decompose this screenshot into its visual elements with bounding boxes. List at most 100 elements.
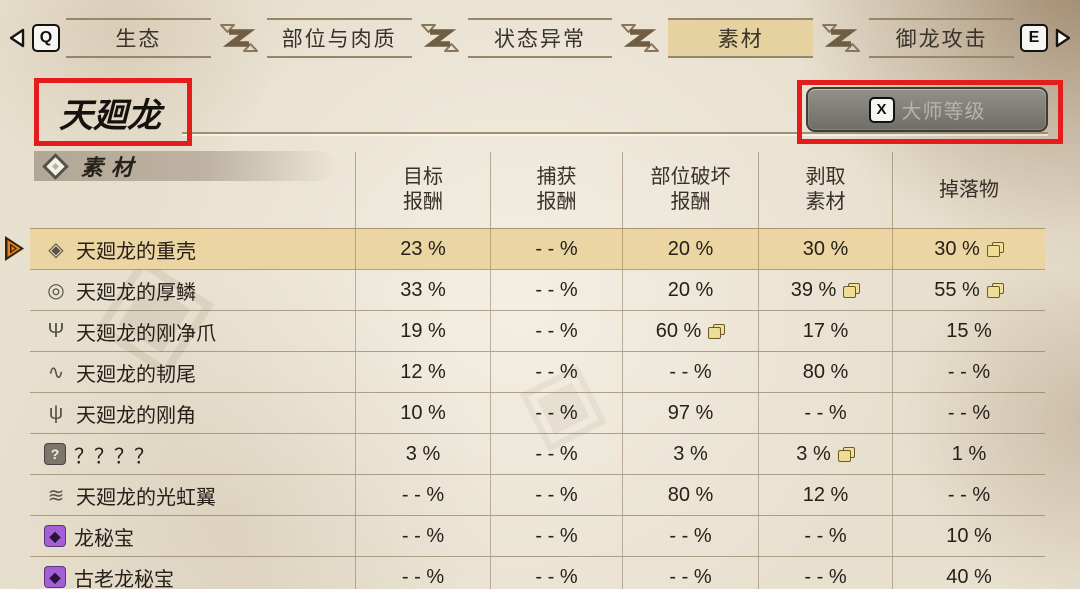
percent-cell: 80 % <box>758 352 892 392</box>
percent-cell: - - % <box>490 311 622 351</box>
percent-value: 97 % <box>667 401 714 424</box>
master-rank-button[interactable]: X 大师等级 <box>806 87 1048 132</box>
percent-cell: 30 % <box>892 229 1045 269</box>
percent-value: - - % <box>535 401 578 424</box>
percent-value: 40 % <box>946 565 992 588</box>
percent-cell: - - % <box>355 516 490 556</box>
carapace-icon: ◈ <box>48 238 64 261</box>
tab-1[interactable]: 部位与肉质 <box>266 18 412 58</box>
material-name: 天廻龙的重壳 <box>76 240 196 263</box>
percent-value: - - % <box>401 524 445 547</box>
percent-value: 3 % <box>673 442 708 465</box>
percent-value: 30 % <box>802 237 849 260</box>
table-row[interactable]: Ψ 天廻龙的刚净爪 19 % - - % 60 % 17 % 15 % <box>30 310 1045 351</box>
multi-quantity-icon <box>986 241 1004 257</box>
percent-cell: - - % <box>355 475 490 515</box>
percent-value: 17 % <box>802 319 849 342</box>
materials-section-label: 素材 <box>81 155 142 181</box>
material-name: ？？？？ <box>74 445 154 468</box>
percent-cell: 39 % <box>758 270 892 310</box>
scale-icon: ◎ <box>47 279 65 302</box>
percent-cell: 10 % <box>355 393 490 433</box>
percent-value: - - % <box>535 442 578 465</box>
tab-4[interactable]: 御龙攻击 <box>869 18 1014 58</box>
multi-quantity-icon <box>837 446 855 462</box>
percent-value: - - % <box>947 360 991 383</box>
percent-value: 23 % <box>400 237 446 260</box>
percent-cell: 55 % <box>892 270 1045 310</box>
table-row[interactable]: ◎ 天廻龙的厚鳞 33 % - - % 20 % 39 % 55 % <box>30 269 1045 310</box>
tab-0[interactable]: 生态 <box>66 18 211 58</box>
tab-separator-icon <box>211 18 267 58</box>
percent-cell: 60 % <box>622 311 758 351</box>
percent-cell: 40 % <box>892 557 1045 589</box>
title-divider <box>182 132 1048 134</box>
column-header-2: 部位破坏 报酬 <box>622 152 758 228</box>
percent-value: - - % <box>401 565 445 588</box>
table-row[interactable]: ◆ 古老龙秘宝 - - % - - % - - % - - % 40 % <box>30 556 1045 589</box>
material-name-cell: ◆ 龙秘宝 <box>30 516 355 556</box>
percent-value: 80 % <box>667 483 714 506</box>
claw-icon: Ψ <box>47 319 65 342</box>
percent-cell: 3 % <box>622 434 758 474</box>
materials-section-banner: 素材 <box>34 151 346 181</box>
tail-icon: ∿ <box>47 361 65 384</box>
percent-cell: - - % <box>490 352 622 392</box>
master-rank-label: 大师等级 <box>901 101 986 123</box>
mystery-icon: ? <box>44 443 66 465</box>
material-name: 天廻龙的韧尾 <box>76 363 196 386</box>
percent-value: 60 % <box>655 319 702 342</box>
key-badge-x: X <box>868 96 895 123</box>
table-row[interactable]: ◈ 天廻龙的重壳 23 % - - % 20 % 30 % 30 % <box>30 228 1045 269</box>
percent-value: 10 % <box>400 401 446 424</box>
material-name: 古老龙秘宝 <box>74 568 174 589</box>
prev-tab-control[interactable]: Q <box>0 24 66 52</box>
material-name: 天廻龙的刚角 <box>76 404 196 427</box>
material-name-cell: ◈ 天廻龙的重壳 <box>30 229 355 269</box>
tab-2[interactable]: 状态异常 <box>467 18 613 58</box>
percent-value: 12 % <box>802 483 849 506</box>
percent-cell: - - % <box>892 475 1045 515</box>
percent-value: 12 % <box>400 360 446 383</box>
percent-value: - - % <box>401 483 445 506</box>
percent-value: 1 % <box>951 442 987 465</box>
material-name: 天廻龙的刚净爪 <box>76 322 216 345</box>
table-row[interactable]: ∿ 天廻龙的韧尾 12 % - - % - - % 80 % - - % <box>30 351 1045 392</box>
treasure-icon: ◆ <box>44 566 66 588</box>
multi-quantity-icon <box>708 323 726 339</box>
next-tab-control[interactable]: E <box>1014 24 1080 52</box>
tab-3[interactable]: 素材 <box>668 18 814 58</box>
percent-value: - - % <box>947 401 991 424</box>
tab-separator-icon <box>612 18 668 58</box>
material-name: 天廻龙的光虹翼 <box>76 486 216 509</box>
right-arrow-icon <box>1052 27 1074 49</box>
table-row[interactable]: ψ 天廻龙的刚角 10 % - - % 97 % - - % - - % <box>30 392 1045 433</box>
selection-cursor-icon <box>3 235 26 262</box>
percent-value: 20 % <box>667 278 714 301</box>
percent-value: 55 % <box>934 278 980 301</box>
percent-value: - - % <box>804 524 847 547</box>
percent-value: 3 % <box>796 442 831 465</box>
percent-cell: 3 % <box>758 434 892 474</box>
percent-value: 20 % <box>667 237 714 260</box>
column-header-material <box>30 152 355 228</box>
tab-strip: 生态 部位与肉质 状态异常 素材 御龙攻击 <box>66 18 1014 58</box>
table-row[interactable]: ◆ 龙秘宝 - - % - - % - - % - - % 10 % <box>30 515 1045 556</box>
table-header-row: 目标 报酬 捕获 报酬 部位破坏 报酬 剥取 素材 掉落物 <box>30 152 1045 228</box>
percent-cell: - - % <box>758 557 892 589</box>
percent-cell: 3 % <box>355 434 490 474</box>
percent-cell: 97 % <box>622 393 758 433</box>
percent-cell: 19 % <box>355 311 490 351</box>
percent-cell: - - % <box>892 393 1045 433</box>
percent-value: - - % <box>669 524 712 547</box>
multi-quantity-icon <box>843 282 861 298</box>
percent-cell: - - % <box>355 557 490 589</box>
percent-cell: - - % <box>622 557 758 589</box>
percent-value: - - % <box>669 565 712 588</box>
percent-value: 3 % <box>405 442 441 465</box>
table-row[interactable]: ? ？？？？ 3 % - - % 3 % 3 % 1 % <box>30 433 1045 474</box>
material-name-cell: ◆ 古老龙秘宝 <box>30 557 355 589</box>
percent-cell: 30 % <box>758 229 892 269</box>
percent-value: - - % <box>535 319 578 342</box>
table-row[interactable]: ≋ 天廻龙的光虹翼 - - % - - % 80 % 12 % - - % <box>30 474 1045 515</box>
